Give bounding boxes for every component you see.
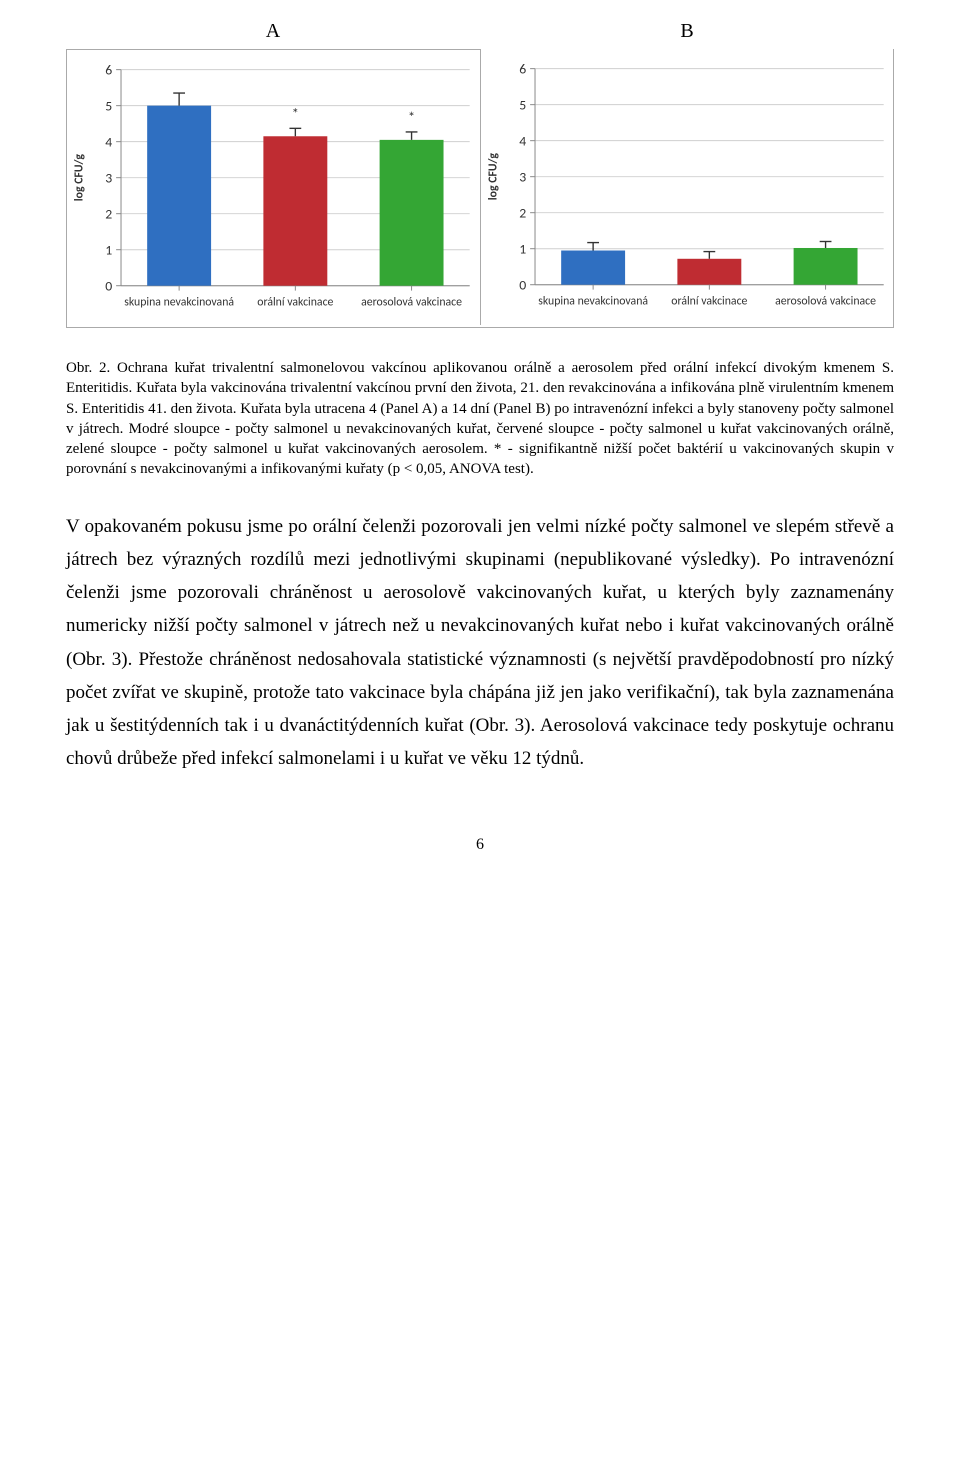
chart-panel-a: 0 1 2 3 4 5 6 log CFU/g skupina nevakcinovaná * or… <box>67 49 481 325</box>
panel-label-b: B <box>480 20 894 43</box>
figure-caption: Obr. 2. Ochrana kuřat trivalentní salmon… <box>66 358 894 480</box>
svg-text:log CFU/g: log CFU/g <box>73 154 87 202</box>
caption-prefix: Obr. 2. <box>66 360 110 376</box>
svg-text:4: 4 <box>519 133 526 150</box>
svg-text:2: 2 <box>519 205 526 222</box>
svg-text:0: 0 <box>105 278 112 295</box>
svg-text:5: 5 <box>105 98 112 115</box>
svg-text:aerosolová vakcinace: aerosolová vakcinace <box>775 294 876 308</box>
svg-text:4: 4 <box>105 134 112 151</box>
chart-svg-b: 0 1 2 3 4 5 6 log CFU/g skupina nevakcinovaná orá… <box>481 49 894 324</box>
chart-svg-a: 0 1 2 3 4 5 6 log CFU/g skupina nevakcinovaná * or… <box>67 50 480 325</box>
charts-row: 0 1 2 3 4 5 6 log CFU/g skupina nevakcinovaná * or… <box>66 49 894 328</box>
body-paragraph: V opakovaném pokusu jsme po orální čelen… <box>66 510 894 776</box>
page: A B 0 1 2 3 4 5 6 log CFU/g skupina nevakcinovan… <box>0 0 960 894</box>
caption-text: Ochrana kuřat trivalentní salmonelovou v… <box>66 360 894 477</box>
svg-text:6: 6 <box>105 62 112 79</box>
svg-text:5: 5 <box>519 97 526 114</box>
svg-text:3: 3 <box>105 170 112 187</box>
svg-text:1: 1 <box>519 241 526 258</box>
svg-text:skupina nevakcinovaná: skupina nevakcinovaná <box>124 295 234 309</box>
svg-text:*: * <box>292 105 299 123</box>
svg-text:6: 6 <box>519 61 526 78</box>
svg-text:0: 0 <box>519 277 526 294</box>
page-number: 6 <box>66 836 894 854</box>
svg-text:orální vakcinace: orální vakcinace <box>257 295 333 309</box>
panel-labels-row: A B <box>66 20 894 43</box>
svg-text:2: 2 <box>105 206 112 223</box>
svg-text:orální vakcinace: orální vakcinace <box>671 294 747 308</box>
svg-text:3: 3 <box>519 169 526 186</box>
svg-text:log CFU/g: log CFU/g <box>486 153 500 201</box>
svg-text:skupina nevakcinovaná: skupina nevakcinovaná <box>538 294 648 308</box>
panel-label-a: A <box>66 20 480 43</box>
svg-text:*: * <box>408 108 415 126</box>
svg-text:aerosolová vakcinace: aerosolová vakcinace <box>361 295 462 309</box>
svg-text:1: 1 <box>105 242 112 259</box>
chart-panel-b: 0 1 2 3 4 5 6 log CFU/g skupina nevakcinovaná orá… <box>481 49 894 325</box>
